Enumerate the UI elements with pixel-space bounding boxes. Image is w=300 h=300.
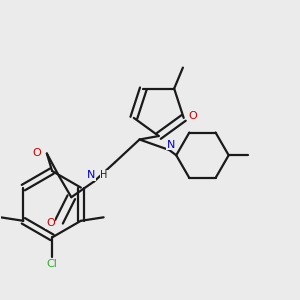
Text: N: N — [87, 170, 95, 180]
Text: O: O — [33, 148, 41, 158]
Text: N: N — [167, 140, 175, 150]
Text: O: O — [46, 218, 55, 228]
Text: Cl: Cl — [47, 259, 58, 269]
Text: O: O — [188, 111, 197, 121]
Text: H: H — [100, 170, 107, 180]
